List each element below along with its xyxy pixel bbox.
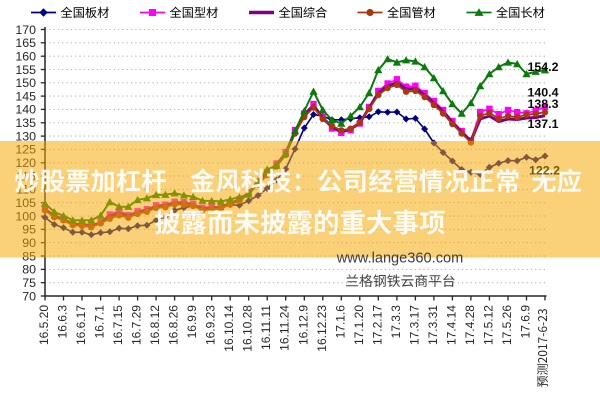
- svg-text:137.1: 137.1: [528, 117, 559, 131]
- svg-text:16.10.28: 16.10.28: [241, 305, 255, 352]
- svg-text:154.2: 154.2: [528, 60, 559, 74]
- svg-text:16.12.23: 16.12.23: [315, 305, 329, 352]
- svg-text:16.11.24: 16.11.24: [278, 305, 292, 351]
- svg-text:16.11.11: 16.11.11: [259, 305, 273, 350]
- svg-text:17.1.20: 17.1.20: [352, 305, 366, 345]
- svg-text:17.4.14: 17.4.14: [444, 305, 458, 345]
- svg-text:155: 155: [15, 63, 36, 77]
- svg-text:17.3.31: 17.3.31: [426, 305, 440, 345]
- svg-text:17.1.6: 17.1.6: [333, 305, 347, 339]
- svg-text:70: 70: [22, 289, 36, 303]
- svg-text:130: 130: [15, 129, 36, 143]
- svg-text:122.2: 122.2: [529, 163, 560, 177]
- svg-text:16.6.17: 16.6.17: [74, 305, 88, 345]
- svg-text:16.8.26: 16.8.26: [167, 305, 181, 345]
- svg-text:17.5.26: 17.5.26: [500, 305, 514, 345]
- svg-text:140: 140: [15, 103, 36, 117]
- svg-text:150: 150: [15, 76, 36, 90]
- svg-text:145: 145: [15, 89, 36, 103]
- svg-text:16.6.3: 16.6.3: [56, 305, 70, 339]
- svg-text:17.6.9: 17.6.9: [519, 305, 533, 339]
- svg-text:16.10.14: 16.10.14: [222, 305, 236, 352]
- svg-text:16.9.23: 16.9.23: [204, 305, 218, 345]
- svg-text:16.12.9: 16.12.9: [296, 305, 310, 345]
- svg-text:135: 135: [15, 116, 36, 130]
- svg-text:16.7.15: 16.7.15: [111, 305, 125, 345]
- svg-text:17.4.28: 17.4.28: [463, 305, 477, 345]
- svg-text:17.3.3: 17.3.3: [389, 305, 403, 339]
- svg-text:17.2.17: 17.2.17: [370, 305, 384, 345]
- svg-text:www.lange360.com: www.lange360.com: [336, 250, 464, 266]
- svg-text:16.7.1: 16.7.1: [93, 305, 107, 339]
- svg-text:140.4: 140.4: [528, 85, 559, 99]
- svg-text:16.8.12: 16.8.12: [148, 305, 162, 345]
- svg-text:165: 165: [15, 36, 36, 50]
- svg-text:16.9.9: 16.9.9: [185, 305, 199, 339]
- svg-text:16.7.29: 16.7.29: [130, 305, 144, 345]
- svg-text:170: 170: [15, 23, 36, 37]
- svg-text:75: 75: [22, 276, 36, 290]
- svg-text:17.3.17: 17.3.17: [407, 305, 421, 345]
- svg-text:80: 80: [22, 263, 36, 277]
- svg-text:138.3: 138.3: [528, 97, 559, 111]
- svg-text:160: 160: [15, 50, 36, 64]
- svg-text:16.5.20: 16.5.20: [37, 305, 51, 345]
- svg-text:17.5.12: 17.5.12: [481, 305, 495, 345]
